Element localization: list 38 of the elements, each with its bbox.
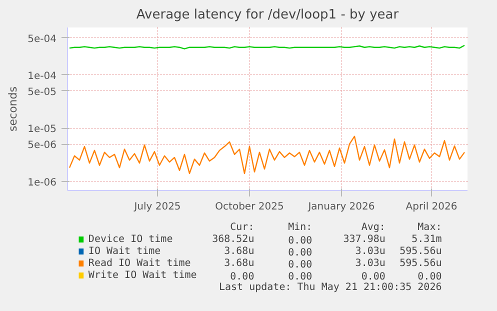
text: Avg: [361, 222, 386, 233]
legend-label: Read IO Wait time [88, 258, 191, 269]
text: Last update: Thu May 21 21:00:35 2026 [218, 282, 442, 293]
y-tick-label: 1e-05 [28, 124, 57, 136]
chart-title: Average latency for /dev/loop1 - by year [136, 8, 400, 22]
text: 0.00 [361, 272, 386, 282]
y-tick-label: 1e-04 [28, 70, 57, 82]
text: 3.68u [224, 258, 254, 269]
y-axis-title: seconds [6, 86, 20, 132]
text: 0.00 [288, 236, 312, 246]
text: 337.98u [343, 234, 386, 245]
text: 0.00 [288, 272, 312, 282]
text: 3.03u [355, 246, 386, 257]
text: 3.68u [224, 246, 254, 257]
text: Max: [418, 222, 442, 233]
text: 0.00 [288, 248, 312, 258]
text: 595.56u [400, 258, 442, 269]
text: 368.52u [212, 234, 254, 245]
text: 0.00 [288, 260, 312, 270]
x-tick-label: July 2025 [133, 202, 181, 212]
text: 5.31m [412, 234, 442, 245]
y-tick-label: 5e-05 [28, 86, 57, 98]
y-tick-label: 5e-04 [28, 34, 57, 45]
x-tick-label: April 2026 [406, 202, 458, 212]
text: 3.03u [355, 258, 386, 269]
text: 0.00 [230, 272, 254, 282]
line-series [68, 136, 466, 174]
legend-label: Write IO Wait time [88, 270, 197, 281]
text: Min: [288, 222, 312, 233]
text: 0.00 [418, 272, 442, 282]
x-tick-label: January 2026 [307, 202, 375, 212]
text: 595.56u [400, 246, 442, 257]
text: Cur: [230, 222, 254, 233]
x-tick-label: October 2025 [215, 202, 284, 212]
legend-label: IO Wait time [88, 246, 161, 257]
legend-label: Device IO time [88, 234, 173, 245]
y-tick-label: 5e-06 [28, 140, 57, 152]
y-tick-label: 1e-06 [28, 177, 57, 188]
